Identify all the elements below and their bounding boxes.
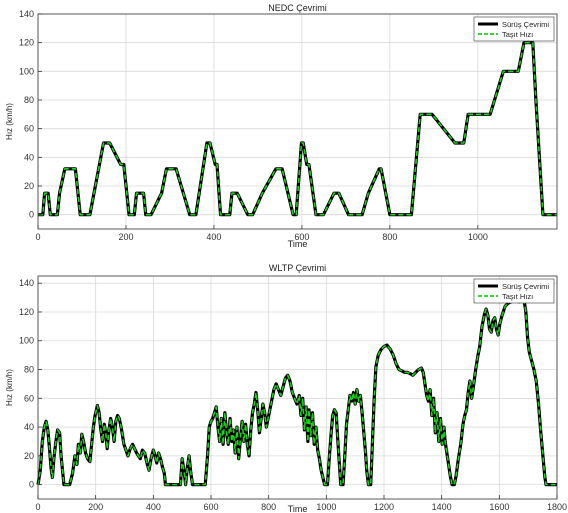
y-tick-label: 20 <box>24 181 34 191</box>
axes-box <box>37 275 558 500</box>
wltp-chart: 0 200 400 600 800 1000 1200 1400 1600 1800 0 20 40 60… <box>5 263 567 513</box>
y-tick-label: 60 <box>24 393 34 403</box>
y-tick-label: 100 <box>19 66 34 76</box>
y-tick-label: 140 <box>19 9 34 19</box>
x-tick-label: 600 <box>294 232 309 242</box>
y-tick-label: 0 <box>29 480 34 490</box>
x-axis-label: Time <box>288 239 308 249</box>
y-tick-label: 60 <box>24 124 34 134</box>
x-tick-label: 1600 <box>489 502 509 512</box>
x-tick-label: 1000 <box>468 232 488 242</box>
x-tick-label: 200 <box>118 232 133 242</box>
x-tick-label: 0 <box>35 502 40 512</box>
legend-box <box>473 278 555 304</box>
x-tick-label: 1800 <box>547 502 567 512</box>
x-tick-label: 800 <box>382 232 397 242</box>
y-tick-label: 20 <box>24 451 34 461</box>
chart-title: NEDC Çevrimi <box>268 3 327 13</box>
y-tick-label: 80 <box>24 365 34 375</box>
y-tick-label: 140 <box>19 278 34 288</box>
x-tick-label: 600 <box>203 502 218 512</box>
y-tick-label: 120 <box>19 38 34 48</box>
legend-label: Taşıt Hızı <box>502 292 533 301</box>
x-tick-label: 400 <box>206 232 221 242</box>
y-tick-label: 100 <box>19 336 34 346</box>
y-axis-label: Hız (km/h) <box>5 369 14 406</box>
legend-label: Taşıt Hızı <box>502 30 533 39</box>
y-tick-label: 120 <box>19 307 34 317</box>
x-tick-label: 400 <box>146 502 161 512</box>
y-tick-label: 0 <box>29 210 34 220</box>
x-tick-label: 1400 <box>432 502 452 512</box>
x-tick-label: 800 <box>261 502 276 512</box>
series-tasit-hizi-line <box>37 298 557 486</box>
x-tick-label: 200 <box>88 502 103 512</box>
legend-box <box>473 16 555 42</box>
y-tick-label: 40 <box>24 422 34 432</box>
legend-label: Sürüş Çevrimi <box>502 282 549 291</box>
y-tick-label: 40 <box>24 152 34 162</box>
y-axis-label: Hız (km/h) <box>5 103 14 140</box>
x-tick-label: 0 <box>35 232 40 242</box>
x-tick-label: 1000 <box>316 502 336 512</box>
legend-label: Sürüş Çevrimi <box>502 20 549 29</box>
x-tick-label: 1200 <box>374 502 394 512</box>
series-tasit-hizi-line <box>38 41 557 216</box>
plot-area <box>38 276 557 499</box>
chart-title: WLTP Çevrimi <box>269 263 326 273</box>
y-tick-label: 80 <box>24 95 34 105</box>
nedc-chart: 0 200 400 600 800 1000 0 20 40 60 80 100 120 140 NEDC … <box>5 3 558 249</box>
x-axis-label: Time <box>288 504 308 513</box>
axes-box <box>37 13 558 230</box>
